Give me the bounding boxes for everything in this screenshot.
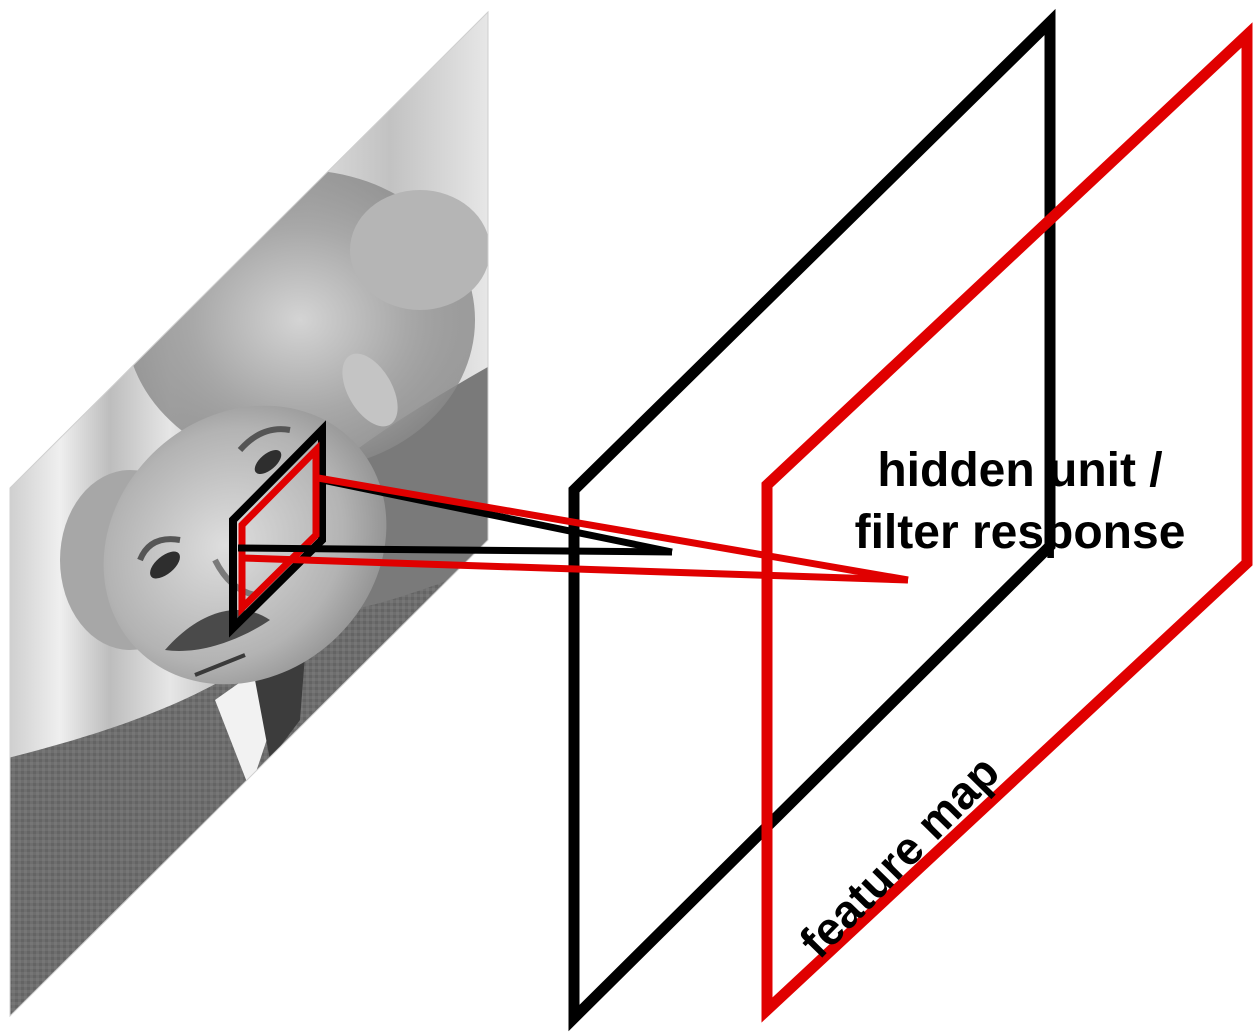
projection-lines-red xyxy=(241,474,909,584)
input-plane-frame xyxy=(568,8,1056,1032)
hidden-unit-line-1: hidden unit / xyxy=(877,444,1163,497)
receptive-field-window xyxy=(229,420,326,638)
feature-map-frame xyxy=(761,22,1253,1023)
hidden-unit-line-2: filter response xyxy=(854,506,1186,559)
hidden-unit-label: hidden unit / filter response xyxy=(800,440,1240,564)
